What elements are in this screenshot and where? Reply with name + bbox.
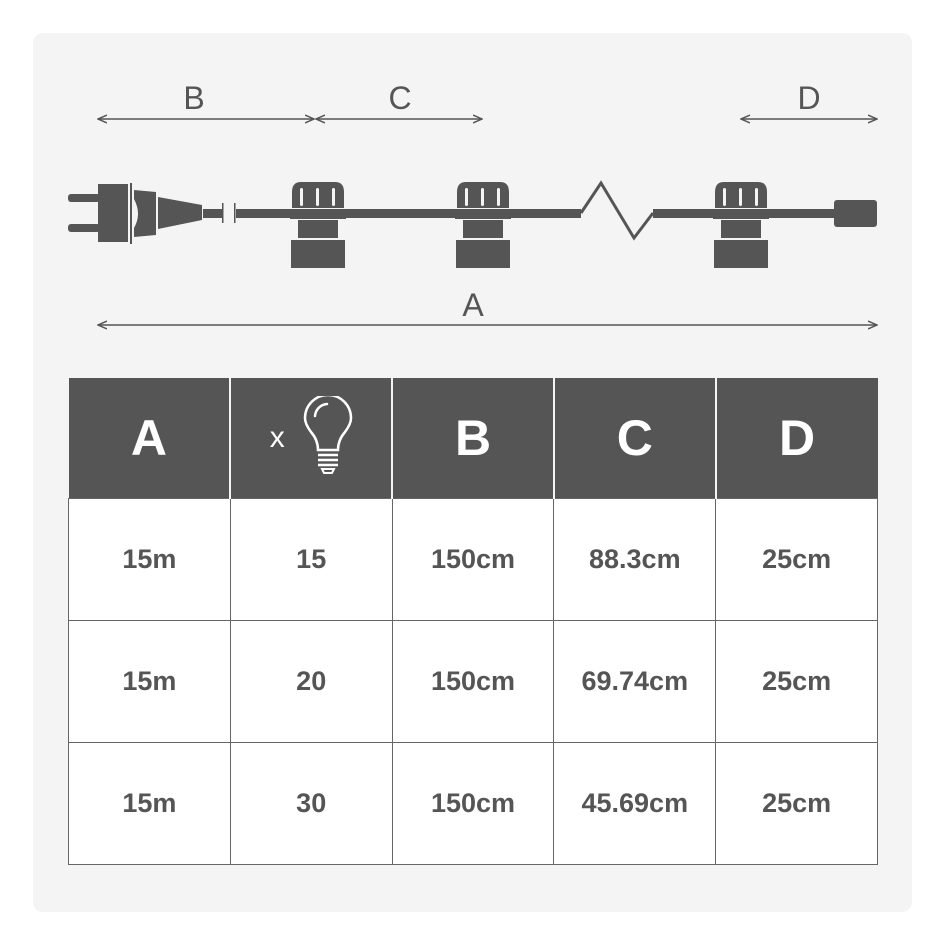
cell-d: 25cm — [715, 498, 878, 621]
cell-b: 150cm — [391, 742, 555, 865]
cell-c: 69.74cm — [553, 620, 717, 743]
cell-a: 15m — [68, 742, 231, 865]
table-row: 15m 30 150cm 45.69cm 25cm — [68, 742, 878, 865]
cable — [236, 180, 877, 241]
table-row: 15m 20 150cm 69.74cm 25cm — [68, 620, 878, 743]
spec-table: A x B C D 15m 15 150cm 88.3cm — [68, 378, 878, 865]
times-label: x — [269, 421, 285, 454]
table-header-row: A x B C D — [68, 378, 878, 499]
cell-c: 88.3cm — [553, 498, 717, 621]
light-bulb-icon — [303, 393, 352, 474]
dimension-b: B — [98, 80, 314, 119]
svg-text:C: C — [388, 80, 411, 116]
cell-bulbs: 15 — [229, 498, 393, 621]
plug-icon — [68, 183, 236, 244]
header-b: B — [391, 378, 555, 499]
header-bulb-count: x — [229, 378, 394, 499]
svg-text:D: D — [797, 80, 820, 116]
socket-icon — [713, 182, 769, 268]
string-light-diagram: B C D A — [68, 80, 945, 370]
socket-icon — [455, 182, 511, 268]
cell-d: 25cm — [715, 620, 878, 743]
header-c: C — [552, 378, 717, 499]
header-d: D — [714, 378, 878, 499]
cell-b: 150cm — [391, 498, 555, 621]
cell-bulbs: 20 — [229, 620, 393, 743]
table-row: 15m 15 150cm 88.3cm 25cm — [68, 498, 878, 621]
cell-c: 45.69cm — [553, 742, 717, 865]
cell-a: 15m — [68, 498, 231, 621]
header-a: A — [68, 378, 232, 499]
cell-a: 15m — [68, 620, 231, 743]
socket-icon — [290, 182, 346, 268]
cell-d: 25cm — [715, 742, 878, 865]
dimension-a: A — [98, 287, 877, 325]
end-cap — [834, 200, 877, 227]
svg-text:A: A — [462, 287, 484, 323]
cell-bulbs: 30 — [229, 742, 393, 865]
cell-b: 150cm — [391, 620, 555, 743]
dimension-c: C — [316, 80, 482, 119]
svg-text:B: B — [183, 80, 204, 116]
dimension-d: D — [741, 80, 877, 119]
